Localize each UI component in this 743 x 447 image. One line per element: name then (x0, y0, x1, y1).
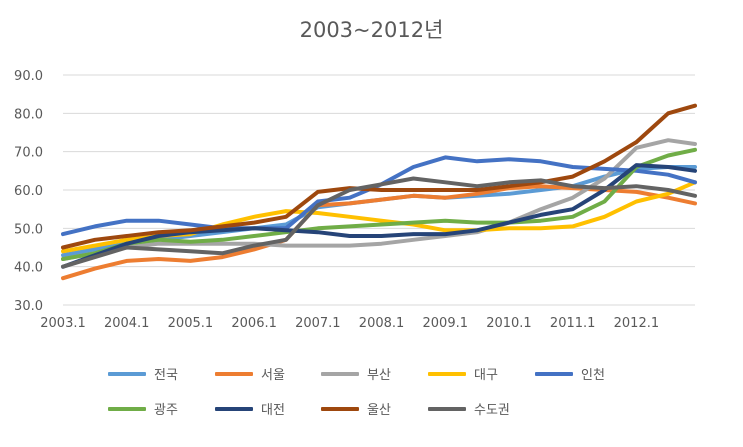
legend-item: 울산 (321, 399, 391, 418)
gridlines (63, 74, 695, 306)
x-tick-label: 2012.1 (614, 316, 660, 331)
legend-label: 광주 (154, 403, 178, 418)
legend-label: 부산 (367, 368, 391, 383)
x-tick-label: 2006.1 (231, 316, 277, 331)
legend-swatch (108, 371, 146, 376)
x-tick-label: 2011.1 (550, 316, 596, 331)
x-axis-tick-labels: 2003.1 2004.1 2005.1 2006.1 2007.1 2008.1 2009… (40, 316, 659, 331)
legend-item: 대구 (428, 364, 498, 383)
y-tick-label: 80.0 (14, 107, 43, 122)
x-tick-label: 2007.1 (295, 316, 341, 331)
series-line (61, 103, 697, 250)
y-tick-label: 60.0 (14, 184, 43, 199)
y-tick-label: 40.0 (14, 261, 43, 276)
series-line (61, 147, 697, 261)
series-lines (61, 103, 697, 281)
y-tick-label: 90.0 (14, 69, 43, 84)
x-tick-label: 2005.1 (168, 316, 214, 331)
x-tick-label: 2010.1 (486, 316, 532, 331)
legend-label: 수도권 (474, 403, 510, 418)
y-tick-label: 30.0 (14, 299, 43, 314)
legend-label: 대전 (261, 403, 285, 418)
legend-item: 대전 (215, 399, 285, 418)
legend-swatch (428, 406, 466, 411)
y-tick-label: 70.0 (14, 146, 43, 161)
chart-title: 2003~2012년 (299, 18, 444, 42)
legend-item: 전국 (108, 364, 178, 383)
series-line (61, 163, 697, 269)
legend-label: 대구 (474, 368, 498, 383)
x-tick-label: 2003.1 (40, 316, 86, 331)
legend-item: 부산 (321, 364, 391, 383)
legend-swatch (321, 406, 359, 411)
legend-label: 서울 (261, 368, 285, 383)
x-tick-label: 2004.1 (104, 316, 150, 331)
legend-swatch (321, 371, 359, 376)
legend-label: 인천 (581, 368, 605, 383)
legend-swatch (108, 406, 146, 411)
y-tick-label: 50.0 (14, 222, 43, 237)
x-tick-label: 2008.1 (359, 316, 405, 331)
legend-label: 전국 (154, 368, 178, 383)
series-line (61, 176, 697, 269)
legend-item: 인천 (535, 364, 605, 383)
legend-item: 서울 (215, 364, 285, 383)
legend-swatch (535, 371, 573, 376)
legend-item: 수도권 (428, 399, 510, 418)
series-line (61, 138, 697, 261)
legend-swatch (215, 371, 253, 376)
legend-label: 울산 (367, 403, 391, 418)
x-tick-label: 2009.1 (423, 316, 469, 331)
y-axis-tick-labels: 30.0 40.0 50.0 60.0 70.0 80.0 90.0 (14, 69, 43, 314)
series-line (61, 155, 697, 237)
legend-swatch (428, 371, 466, 376)
legend-swatch (215, 406, 253, 411)
legend-item: 광주 (108, 399, 178, 418)
